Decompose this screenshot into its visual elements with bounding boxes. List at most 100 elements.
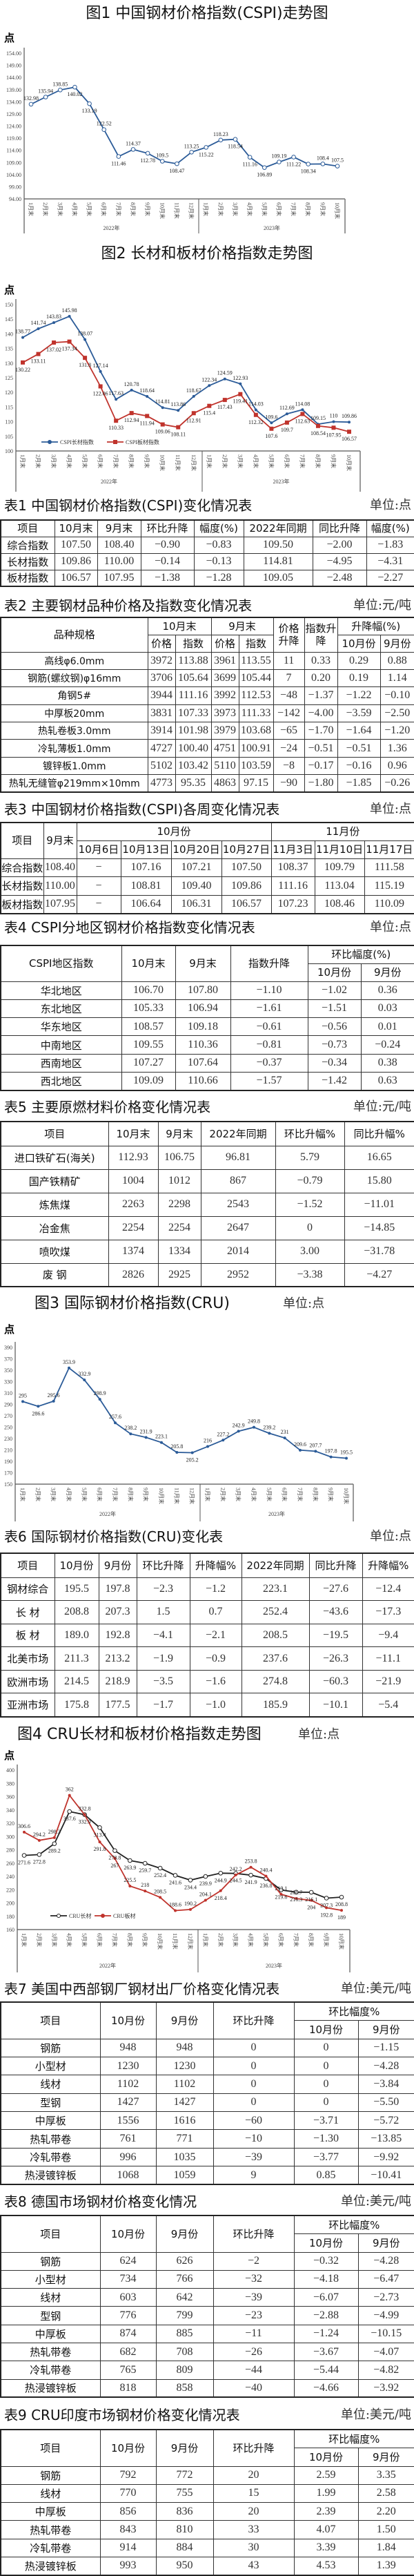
column-header: 环比升降: [213, 2429, 295, 2467]
row-label: 板材指数: [0, 569, 55, 587]
y-tick-label: 94.00: [9, 196, 21, 202]
figure-4-chart: 点 400 380 360 340 320 300 280 260 240 220 200 180 160…: [4, 1750, 351, 1972]
x-tick-label: 10月末: [159, 202, 166, 219]
row-label: 型钢: [0, 2093, 101, 2113]
table-cell: −1.0: [189, 1693, 242, 1718]
table-row: 线材 1102 1102 0 0 −3.84: [0, 2075, 414, 2094]
table-cell: 1059: [155, 2166, 214, 2185]
column-header: 2022年同期: [241, 1553, 310, 1578]
table-cell: 682: [99, 2342, 157, 2362]
table-row: 钢筋 948 948 0 0 −1.15: [0, 2038, 414, 2057]
table-cell: −19.5: [308, 1623, 363, 1648]
table-cell: −1.83: [366, 536, 414, 554]
table-cell: −0.73: [307, 1035, 362, 1055]
group-label: 2022年: [99, 1510, 116, 1517]
data-label: 109.19: [271, 153, 286, 160]
x-tick-label: 10月末: [157, 1933, 164, 1950]
x-tick-label: 4月末: [246, 202, 253, 216]
table-cell: 1068: [99, 2166, 157, 2185]
table-cell: 106.57: [221, 894, 272, 914]
table-cell: 252.4: [241, 1600, 310, 1624]
table-cell: 770: [99, 2483, 157, 2503]
figure-3-chart: 点 390 370 350 330 310 290 270 250 230 210 190 170 150…: [4, 1324, 354, 1521]
table-cell: 809: [155, 2361, 214, 2380]
table-row: 板 材 189.0 192.8 −4.1 −2.1 208.5 −19.5 −9.4: [0, 1623, 414, 1648]
data-label: 216: [204, 1438, 212, 1444]
table-cell: −3.67: [293, 2342, 359, 2362]
y-tick-label: 144.00: [6, 75, 21, 81]
table-cell: 1102: [155, 2075, 214, 2094]
table-cell: 109.40: [170, 876, 222, 896]
data-label: 122.34: [201, 376, 217, 383]
x-tick-label: 6月末: [282, 1488, 288, 1501]
data-point: [295, 1897, 298, 1901]
table-cell: 0: [293, 2093, 359, 2113]
table-cell: 3.39: [293, 2538, 359, 2557]
table-cell: 626: [155, 2251, 214, 2271]
data-point: [37, 1838, 41, 1842]
table-row: 长材指数 110.00−108.81 109.40 109.86 111.16 113.0…: [0, 876, 414, 896]
table-9: 项目 10月份 9月份 环比升降 环比幅度% 10月份 9月份 钢筋 792 772 20 2.59 3…: [0, 2429, 414, 2576]
data-label: 138.77: [15, 329, 30, 335]
data-label: 231: [281, 1429, 289, 1435]
table-cell: −1.6: [189, 1669, 242, 1694]
header-row: 10月份 9月份: [1, 963, 414, 982]
table-1-title: 表1 中国钢材价格指数(CSPI)变化情况表: [4, 497, 253, 514]
table-row: 线材 603 642 −39 −6.07 −2.73: [0, 2288, 414, 2307]
table-cell: −: [76, 876, 121, 896]
table-cell: −2.88: [293, 2306, 359, 2325]
table-cell: 867: [200, 1169, 276, 1193]
column-header: 11月17日: [364, 840, 414, 859]
table-cell: 0: [293, 2075, 359, 2094]
x-tick-label: 2月末: [221, 454, 228, 468]
data-point: [277, 160, 282, 164]
column-header: 10月6日: [76, 840, 121, 859]
table-cell: 111.33: [238, 704, 274, 723]
table-cell: 2826: [108, 1262, 159, 1287]
figure-2-chart: 点 150 145 140 135 130 125 120 115 110 105 100 1月末 2月末…: [4, 285, 361, 492]
table-3: 项目 9月末 10月份 11月份 10月6日 10月13日 10月20日 10月27日 11月3…: [0, 822, 414, 914]
table-cell: −43.6: [308, 1600, 363, 1624]
table-cell: 112.93: [108, 1145, 159, 1170]
data-label: 109.86: [342, 413, 357, 419]
table-cell: 1035: [155, 2147, 214, 2167]
table-cell: 3961: [210, 651, 239, 670]
column-header: 10月末: [108, 1121, 159, 1146]
y-tick-label: 140: [5, 331, 13, 337]
data-label: 110: [330, 413, 338, 419]
column-header: 指数升降: [304, 617, 338, 653]
data-label: 113.86: [170, 401, 186, 407]
column-header: 同比升降: [312, 519, 367, 537]
table-cell: 107.21: [170, 858, 222, 878]
x-tick-label: 10月末: [334, 202, 341, 219]
group-label: 2023年: [273, 478, 290, 485]
column-header: 同比升降: [308, 1553, 363, 1578]
data-label: 298.9: [94, 1390, 106, 1396]
table-cell: −9.4: [362, 1623, 414, 1648]
y-tick-label: 350: [4, 1367, 12, 1374]
row-label: 冷轧带卷: [0, 2147, 101, 2167]
data-label: 238.2: [124, 1425, 137, 1431]
table-cell: 4751: [210, 739, 239, 758]
table-row: 亚洲市场 175.8 177.5 −1.7 −1.0 185.9 −10.1 −5.4: [0, 1693, 414, 1718]
data-point: [112, 1848, 117, 1853]
column-header: 9月份: [155, 2001, 214, 2039]
row-label: 钢筋: [0, 2038, 101, 2057]
data-label: 197.8: [325, 1448, 337, 1454]
x-tick-label: 5月末: [81, 1488, 88, 1501]
table-row: 热轧带卷 761 771 −10 −1.30 −13.85: [0, 2129, 414, 2149]
table-row: 综合指数 108.40−107.16 107.21 107.50 108.37 109.7…: [0, 858, 414, 878]
table-cell: 1556: [99, 2111, 157, 2131]
y-tick-label: 100: [5, 448, 13, 454]
data-point: [218, 1870, 224, 1876]
data-label: 218.4: [215, 1895, 227, 1901]
data-label: 252.4: [154, 1872, 166, 1878]
table-cell: −3.84: [357, 2075, 414, 2094]
data-point: [115, 398, 118, 401]
data-point: [191, 411, 196, 416]
row-label: 中厚板20mm: [0, 704, 148, 723]
table-cell: −1.52: [275, 1192, 345, 1217]
table-cell: 107.27: [121, 1053, 176, 1073]
table-4-title: 表4 CSPI分地区钢材价格指数变化情况表: [4, 919, 255, 936]
table-cell: −5.44: [293, 2361, 359, 2380]
